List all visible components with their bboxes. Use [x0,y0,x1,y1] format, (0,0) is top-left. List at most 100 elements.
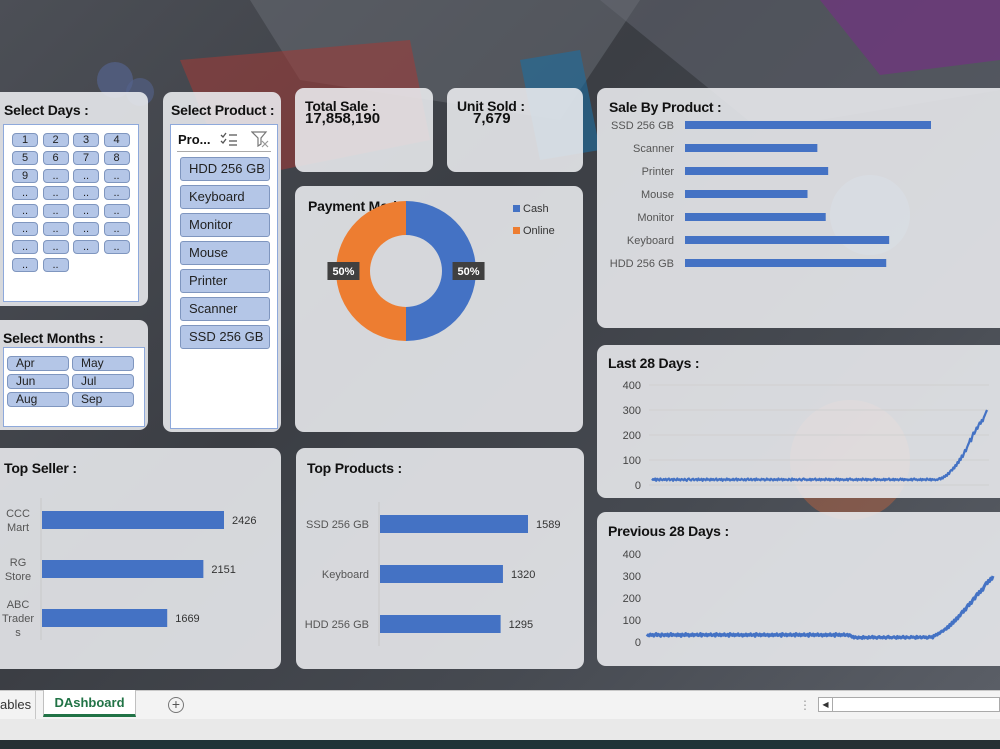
day-button[interactable]: 3 [73,133,99,147]
day-button[interactable]: .. [103,186,130,201]
bar [42,560,204,578]
month-button[interactable]: Jun [7,374,69,389]
day-button[interactable]: .. [42,222,69,236]
month-button[interactable]: Aug [7,392,69,407]
day-button[interactable]: .. [103,239,130,254]
day-button[interactable]: .. [42,257,69,272]
taskbar-strip [0,740,1000,749]
product-item[interactable]: Monitor [180,213,270,237]
bar [380,515,528,533]
y-tick-label: HDD 256 GB [610,258,674,270]
day-button[interactable]: 6 [42,150,69,165]
y-tick-label: 100 [623,455,641,467]
days-slicer-panel: Select Days : 1 2 3 4 5 6 7 8 9.................… [0,92,148,306]
day-button[interactable]: .. [42,204,69,219]
last-28-days-chart: 400 300 200 100 0 [623,380,989,492]
month-button[interactable]: Sep [72,392,134,407]
day-button[interactable]: .. [73,204,99,219]
month-button[interactable]: Apr [7,356,69,371]
payment-mode-panel: Payment Mode : 50% 50% Cash Online [295,186,583,432]
add-sheet-button[interactable]: + [168,697,184,713]
day-button[interactable]: .. [12,239,38,254]
day-button[interactable]: .. [12,257,38,272]
y-tick-label: SSD 256 GB [306,519,369,531]
product-slicer-header: Pro... [178,132,211,147]
y-tick-label: Monitor [637,212,674,224]
day-button[interactable]: .. [73,222,99,236]
top-seller-title: Top Seller : [4,460,77,476]
total-sale-card: Total Sale : 17,858,190 [295,88,433,172]
top-seller-panel: Top Seller : 2426 CCC Mart 2151 RG Store 1669 A… [0,448,281,669]
y-tick-label: 400 [623,380,641,392]
bar [685,213,826,221]
data-label-bg [452,262,485,280]
product-item[interactable]: Scanner [180,297,270,321]
bar [685,144,818,152]
product-item[interactable]: HDD 256 GB [180,157,270,181]
legend-label-cash: Cash [523,203,549,215]
months-slicer-title: Select Months : [3,330,104,346]
day-button[interactable]: .. [12,222,38,236]
bar [42,609,168,627]
data-label: 2426 [232,515,256,527]
tab-split-handle[interactable]: ⋮ [799,698,811,712]
days-slicer-box: 1 2 3 4 5 6 7 8 9...............................… [3,124,139,302]
day-button[interactable]: 9 [12,168,38,183]
day-button[interactable]: .. [73,239,99,254]
product-item[interactable]: SSD 256 GB [180,325,270,349]
product-item[interactable]: Mouse [180,241,270,265]
y-tick-label: RG [10,557,27,569]
legend-swatch-cash [513,205,520,212]
sheet-tab-dashboard[interactable]: DAshboard [43,690,136,717]
day-button[interactable]: 2 [42,133,69,147]
y-tick-label: ABC [7,599,30,611]
multi-select-icon[interactable] [220,131,238,147]
day-button[interactable]: .. [42,186,69,201]
month-button[interactable]: Jul [72,374,134,389]
day-button[interactable]: .. [103,222,130,236]
day-button[interactable]: .. [12,186,38,201]
total-sale-label: Total Sale : [305,98,377,114]
scroll-left-icon[interactable]: ◀ [819,698,833,711]
month-button[interactable]: May [72,356,134,371]
unit-sold-label: Unit Sold : [457,98,525,114]
legend-swatch-online [513,227,520,234]
day-button[interactable]: .. [42,239,69,254]
y-tick-label: 200 [623,593,641,605]
y-tick-label: Printer [642,166,675,178]
horizontal-scrollbar[interactable]: ◀ [818,697,1000,712]
day-button[interactable]: 5 [12,150,38,165]
day-button[interactable]: .. [103,168,130,183]
last-28-days-title: Last 28 Days : [608,355,700,371]
day-button[interactable]: 7 [73,150,99,165]
bar [685,236,890,244]
top-products-chart: 1589 SSD 256 GB 1320 Keyboard 1295 HDD 256 GB [305,502,560,646]
sheet-tab-dashboard-label: DAshboard [54,695,125,710]
day-button[interactable]: .. [12,204,38,219]
day-button[interactable]: 4 [103,133,130,147]
slicer-header-divider [177,151,271,152]
y-tick-label: 0 [635,637,641,649]
months-slicer-panel: Select Months : Apr May Jun Jul Aug Sep [0,320,148,430]
payment-donut-chart: 50% 50% Cash Online [327,201,555,341]
day-button[interactable]: 8 [103,150,130,165]
series-line [651,409,989,482]
product-slicer-title: Select Product : [171,102,275,118]
previous-28-days-title: Previous 28 Days : [608,523,729,539]
day-button[interactable]: .. [103,204,130,219]
day-button[interactable]: .. [73,168,99,183]
day-button[interactable]: 1 [12,133,38,147]
clear-filter-icon[interactable] [251,130,269,148]
y-tick-label: SSD 256 GB [611,120,674,132]
previous-28-days-panel: Previous 28 Days : 400 300 200 100 0 [597,512,1000,666]
sheet-tab-tables[interactable]: ables [0,697,32,712]
y-tick-label: Mouse [641,189,674,201]
product-item[interactable]: Keyboard [180,185,270,209]
data-label: 1669 [175,613,199,625]
sale-by-product-title: Sale By Product : [609,99,722,115]
day-button[interactable]: .. [42,168,69,183]
product-slicer-panel: Select Product : Pro... HDD 256 GB Keyboa… [163,92,281,432]
legend-label-online: Online [523,225,555,237]
product-item[interactable]: Printer [180,269,270,293]
day-button[interactable]: .. [73,186,99,201]
